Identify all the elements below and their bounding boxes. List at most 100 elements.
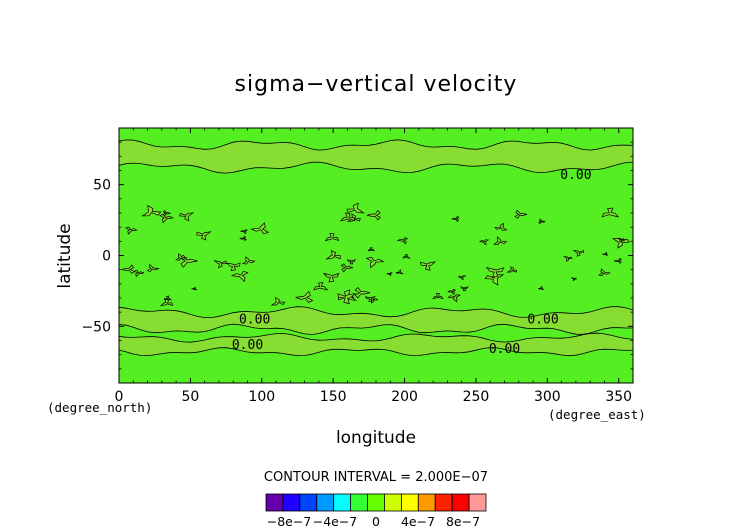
contour-label: 0.00	[239, 312, 270, 327]
contour-blob	[250, 222, 270, 235]
colorbar-tick-label: 4e−7	[401, 514, 435, 529]
contour-blob	[295, 290, 314, 303]
contour-blob	[339, 212, 356, 222]
x-unit-label: (degree_east)	[548, 407, 646, 422]
contour-blob	[159, 298, 173, 307]
colorbar-swatch	[299, 493, 318, 512]
contour-blob	[322, 272, 340, 283]
colorbar-swatch	[400, 493, 419, 512]
contour-blob	[239, 235, 247, 241]
colorbar-swatch	[468, 493, 487, 512]
plot-area: 0.00 0.00 0.00 0.00 0.00	[118, 127, 634, 384]
contour-blob	[538, 285, 545, 290]
y-tick-label: 0	[102, 249, 111, 265]
contour-blob	[141, 204, 162, 217]
contour-blob	[478, 239, 490, 246]
contour-blob	[484, 274, 505, 286]
contour-blob	[162, 210, 171, 217]
contour-blob	[570, 277, 577, 282]
contour-blob	[395, 269, 404, 275]
contour-blob	[451, 215, 460, 223]
x-tick-label: 150	[320, 389, 347, 405]
contour-blob	[447, 294, 462, 303]
contour-blob	[178, 212, 195, 222]
contour-blob	[537, 218, 546, 224]
colorbar-tick-label: 8e−7	[446, 514, 480, 529]
x-tick-label: 0	[115, 389, 124, 405]
colorbar-swatch	[417, 493, 436, 512]
contour-blob	[494, 222, 508, 231]
colorbar-tick-label: 0	[372, 514, 380, 529]
y-tick-label: 50	[93, 178, 111, 194]
contour-regions	[118, 139, 634, 357]
contour-blob	[420, 261, 437, 271]
colorbar-swatch	[282, 493, 301, 512]
contour-blob	[601, 207, 620, 218]
colorbar-tick-label: −4e−7	[313, 514, 358, 529]
contour-blob	[270, 296, 286, 306]
contour-blob	[447, 288, 457, 295]
contour-blob	[397, 236, 409, 245]
x-axis-label: longitude	[336, 428, 416, 448]
contour-blob	[601, 251, 609, 256]
contour-blob	[324, 232, 340, 242]
x-tick-label: 50	[181, 389, 199, 405]
contour-blob	[346, 259, 357, 265]
colorbar-tick-label: −8e−7	[267, 514, 312, 529]
y-tick-label: −50	[81, 319, 111, 335]
colorbar-swatch	[350, 493, 368, 512]
y-axis-ticks: −50 0 50	[81, 141, 633, 370]
contour-blob	[225, 262, 241, 272]
contour-blob	[506, 266, 517, 273]
contour-blob	[190, 286, 198, 291]
contour-blob	[365, 295, 376, 303]
contour-blob	[346, 202, 365, 214]
contour-blob	[239, 229, 249, 235]
contour-blob	[230, 270, 249, 283]
contour-blob	[146, 263, 160, 273]
contour-blob	[354, 286, 371, 299]
x-tick-label: 100	[248, 389, 275, 405]
colorbar-tick-labels: −8e−7 −4e−7 0 4e−7 8e−7	[267, 514, 480, 529]
contour-blob	[365, 257, 385, 269]
contour-blob	[611, 238, 630, 249]
chart-title: sigma−vertical velocity	[235, 72, 518, 97]
colorbar	[265, 493, 487, 512]
contour-labels: 0.00 0.00 0.00 0.00 0.00	[232, 168, 592, 357]
contour-blob	[386, 272, 393, 277]
contour-label: 0.00	[232, 338, 263, 353]
contour-blob	[613, 257, 622, 264]
contour-label: 0.00	[489, 342, 520, 357]
contour-blob	[159, 213, 175, 224]
contour-label: 0.00	[560, 168, 591, 183]
contour-blob	[313, 282, 329, 291]
contour-blob	[617, 237, 626, 243]
contour-blob	[572, 249, 584, 257]
contour-blob	[340, 263, 354, 273]
contour-blob	[432, 293, 444, 300]
x-tick-label: 350	[605, 389, 632, 405]
contour-interval-text: CONTOUR INTERVAL = 2.000E−07	[264, 470, 488, 485]
contour-blob	[460, 286, 469, 291]
contour-blob	[514, 209, 528, 219]
contour-blob	[213, 260, 227, 269]
contour-blob	[402, 254, 411, 259]
contour-blob	[563, 256, 573, 262]
colorbar-swatch	[265, 493, 284, 512]
contour-blob	[124, 226, 138, 235]
x-axis-ticks: 0 50 100 150 200 250 300 350	[115, 128, 632, 405]
contour-blob	[241, 256, 256, 265]
x-tick-label: 250	[463, 389, 490, 405]
x-tick-label: 300	[534, 389, 561, 405]
colorbar-swatch	[451, 493, 470, 512]
contour-label: 0.00	[527, 312, 558, 327]
contour-blob	[485, 266, 505, 278]
colorbar-swatch	[333, 493, 352, 512]
x-tick-label: 200	[391, 389, 418, 405]
colorbar-swatch	[367, 493, 385, 512]
contour-blob	[492, 236, 508, 245]
colorbar-swatch	[434, 493, 453, 512]
colorbar-swatch	[316, 493, 335, 512]
contour-blob	[598, 268, 611, 277]
